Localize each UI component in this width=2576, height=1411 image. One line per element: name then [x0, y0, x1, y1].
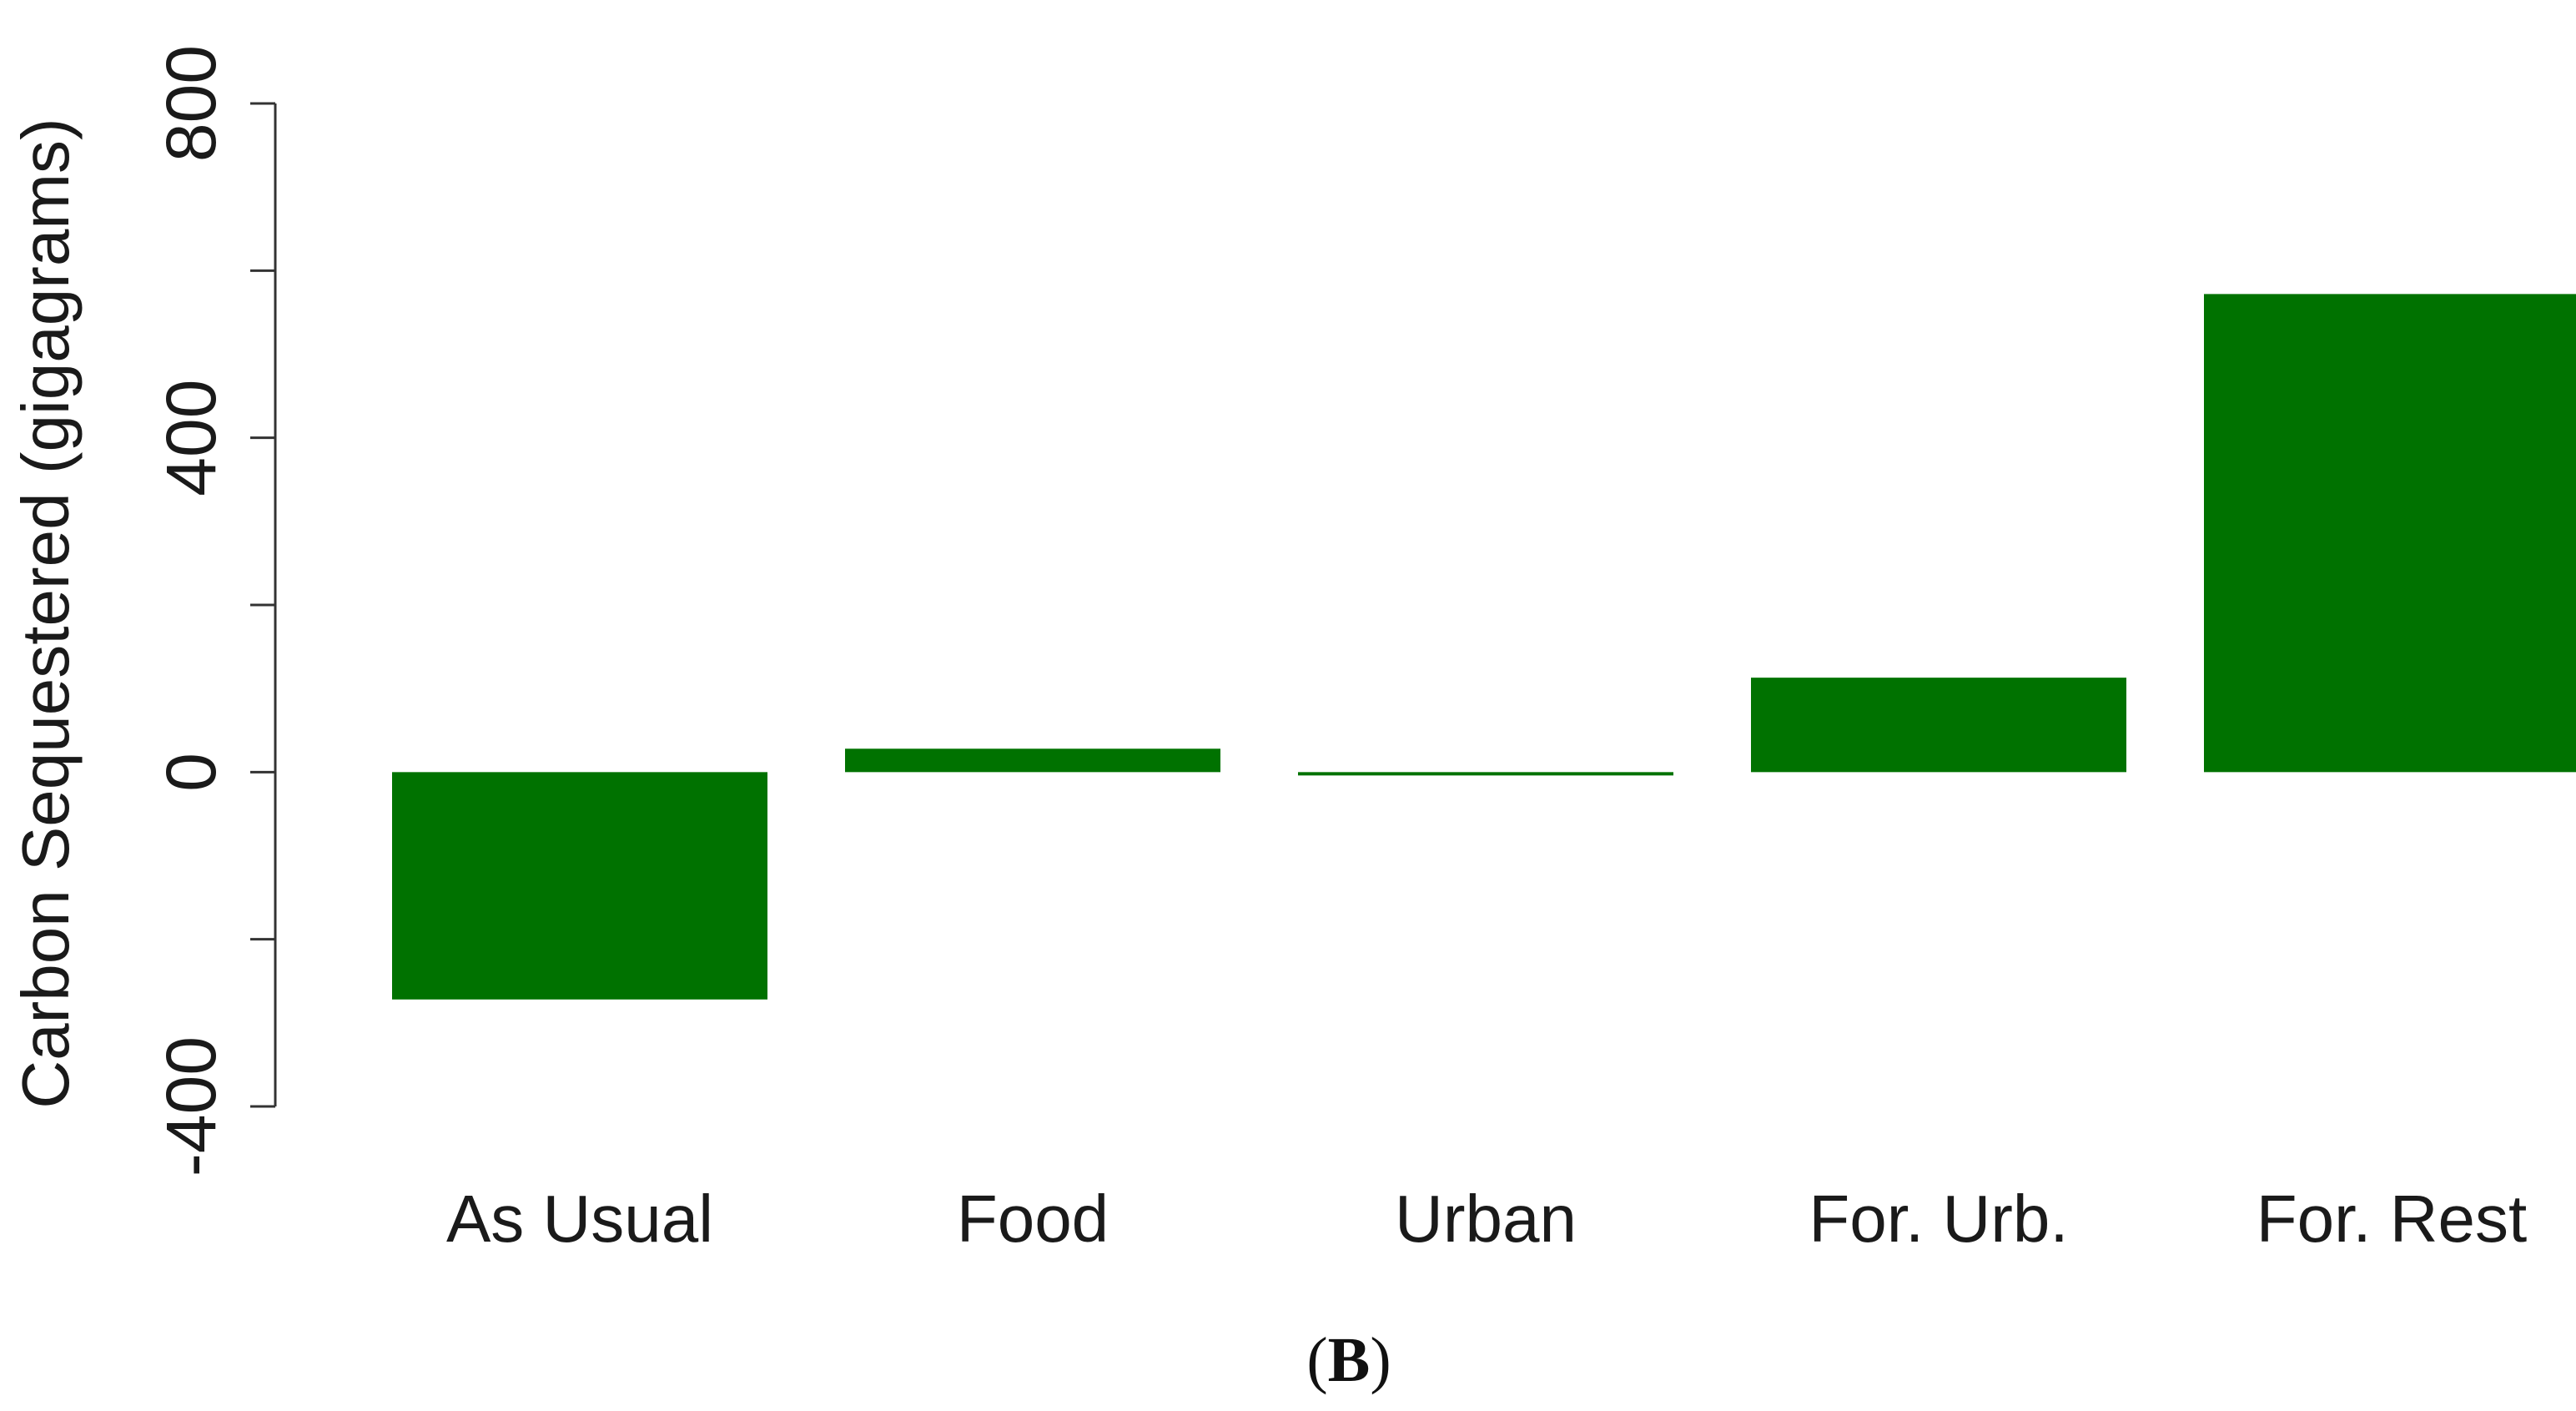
- x-category-label: Food: [957, 1182, 1109, 1256]
- x-category-label: Urban: [1395, 1182, 1577, 1256]
- bar: [1298, 772, 1673, 776]
- bars: [392, 294, 2576, 1000]
- bar: [392, 772, 767, 1000]
- y-tick-label: -400: [152, 1036, 230, 1177]
- x-axis-labels: As Usual Food Urban For. Urb. For. Rest: [446, 1182, 2527, 1256]
- bar: [1751, 678, 2126, 773]
- bar: [2204, 294, 2576, 773]
- panel-label: (B): [1306, 1325, 1391, 1395]
- panel-label-close: ): [1370, 1325, 1391, 1395]
- y-axis: -400 0 400 800: [152, 45, 277, 1177]
- y-axis-title: Carbon Sequestered (gigagrams): [8, 118, 83, 1108]
- y-tick-label: 0: [152, 753, 230, 792]
- x-category-label: As Usual: [446, 1182, 713, 1256]
- y-tick-label: 800: [152, 45, 230, 162]
- panel-label-letter: B: [1328, 1325, 1371, 1395]
- x-category-label: For. Rest: [2257, 1182, 2528, 1256]
- bar: [845, 748, 1220, 773]
- y-tick-label: 400: [152, 380, 230, 496]
- panel-label-open: (: [1306, 1325, 1327, 1395]
- x-category-label: For. Urb.: [1809, 1182, 2068, 1256]
